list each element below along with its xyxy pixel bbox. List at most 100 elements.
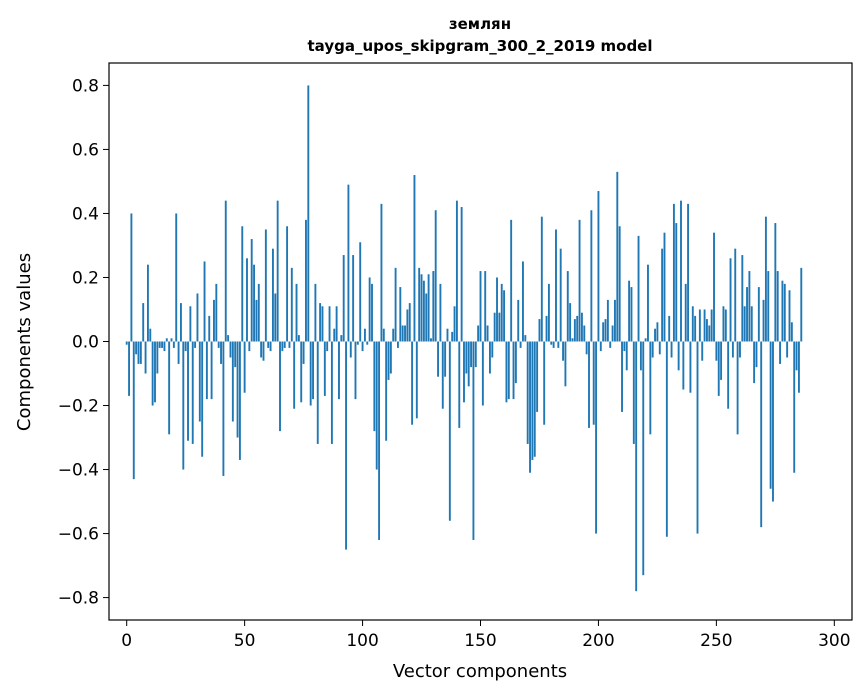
bar-14 <box>158 341 161 348</box>
bar-70 <box>290 267 293 342</box>
bar-271 <box>764 216 767 342</box>
bar-129 <box>430 338 432 342</box>
bar-51 <box>246 258 248 342</box>
bar-64 <box>276 200 279 342</box>
bar-275 <box>774 223 777 342</box>
bar-118 <box>404 325 406 342</box>
bar-95 <box>349 341 352 358</box>
chart-title: землян <box>449 15 511 33</box>
bar-18 <box>168 341 171 435</box>
bar-270 <box>762 299 765 342</box>
bar-216 <box>635 341 638 592</box>
bar-87 <box>330 341 333 444</box>
bar-277 <box>779 341 782 364</box>
bar-135 <box>444 341 447 377</box>
bar-73 <box>297 335 300 342</box>
bar-37 <box>213 299 215 342</box>
y-tick-label: −0.4 <box>58 461 99 481</box>
bar-140 <box>455 200 458 342</box>
bar-96 <box>352 255 355 342</box>
bar-57 <box>260 341 263 358</box>
bar-80 <box>314 283 317 342</box>
bar-244 <box>701 341 704 361</box>
x-tick-label: 0 <box>121 631 132 651</box>
bar-3 <box>132 341 135 480</box>
bar-76 <box>305 219 307 342</box>
bar-212 <box>625 341 628 371</box>
bar-280 <box>786 341 789 358</box>
bar-222 <box>649 341 652 435</box>
bar-104 <box>371 283 373 342</box>
bar-264 <box>748 271 751 342</box>
bar-283 <box>793 341 796 473</box>
bar-155 <box>491 341 494 358</box>
x-axis-ticks: 0 50 100 150 200 250 300 <box>121 620 851 651</box>
bar-138 <box>451 331 454 342</box>
bar-16 <box>163 341 166 352</box>
bar-49 <box>241 226 244 342</box>
bar-168 <box>522 261 524 342</box>
bar-158 <box>498 312 501 342</box>
bar-181 <box>552 341 555 348</box>
y-axis-ticks: −0.8 −0.6 −0.4 −0.2 0.0 0.2 0.4 0.6 0.8 <box>58 76 109 609</box>
bar-205 <box>609 341 612 348</box>
chart-subtitle: tayga_upos_skipgram_300_2_2019 model <box>308 37 653 55</box>
bar-167 <box>519 341 522 348</box>
bar-45 <box>231 341 234 422</box>
bar-269 <box>760 341 763 528</box>
bar-187 <box>566 271 569 342</box>
bar-154 <box>488 341 491 374</box>
bar-177 <box>543 341 546 425</box>
y-tick-label: 0.8 <box>72 76 99 96</box>
bar-90 <box>338 341 340 400</box>
bar-125 <box>420 274 423 342</box>
bar-121 <box>411 341 414 425</box>
bar-102 <box>366 341 369 345</box>
bar-115 <box>397 341 399 348</box>
bar-8 <box>144 341 147 374</box>
bar-160 <box>503 290 506 342</box>
bar-200 <box>597 191 600 342</box>
bar-276 <box>776 271 779 342</box>
bar-184 <box>559 248 562 342</box>
bar-188 <box>569 303 572 342</box>
bar-1 <box>128 341 130 396</box>
bar-110 <box>385 341 388 441</box>
bar-147 <box>472 341 475 540</box>
bar-251 <box>717 341 720 396</box>
bar-67 <box>283 341 286 348</box>
bar-229 <box>665 341 668 537</box>
y-tick-label: 0.0 <box>72 333 99 353</box>
bar-119 <box>406 309 409 342</box>
bar-170 <box>526 341 529 444</box>
bar-242 <box>696 341 699 534</box>
bar-199 <box>595 341 598 534</box>
bar-42 <box>224 200 227 342</box>
bar-78 <box>309 341 312 406</box>
bar-20 <box>172 341 175 348</box>
bar-72 <box>295 283 298 342</box>
bar-202 <box>602 322 605 342</box>
bar-254 <box>724 309 727 342</box>
bar-164 <box>512 341 515 400</box>
bar-233 <box>675 223 678 342</box>
bar-213 <box>628 280 631 342</box>
bar-43 <box>227 335 230 342</box>
bar-88 <box>333 328 336 342</box>
bar-141 <box>458 341 461 428</box>
bar-139 <box>453 306 456 342</box>
bar-228 <box>663 232 666 342</box>
bar-41 <box>222 341 225 476</box>
bar-106 <box>375 341 378 470</box>
bar-59 <box>264 229 267 342</box>
bar-261 <box>741 255 744 342</box>
bar-172 <box>531 341 534 460</box>
bar-75 <box>302 341 305 364</box>
bar-234 <box>677 341 680 371</box>
bar-60 <box>267 341 270 348</box>
bar-182 <box>555 229 557 342</box>
bar-4 <box>135 341 138 355</box>
bar-150 <box>479 271 482 342</box>
bar-237 <box>684 283 687 342</box>
